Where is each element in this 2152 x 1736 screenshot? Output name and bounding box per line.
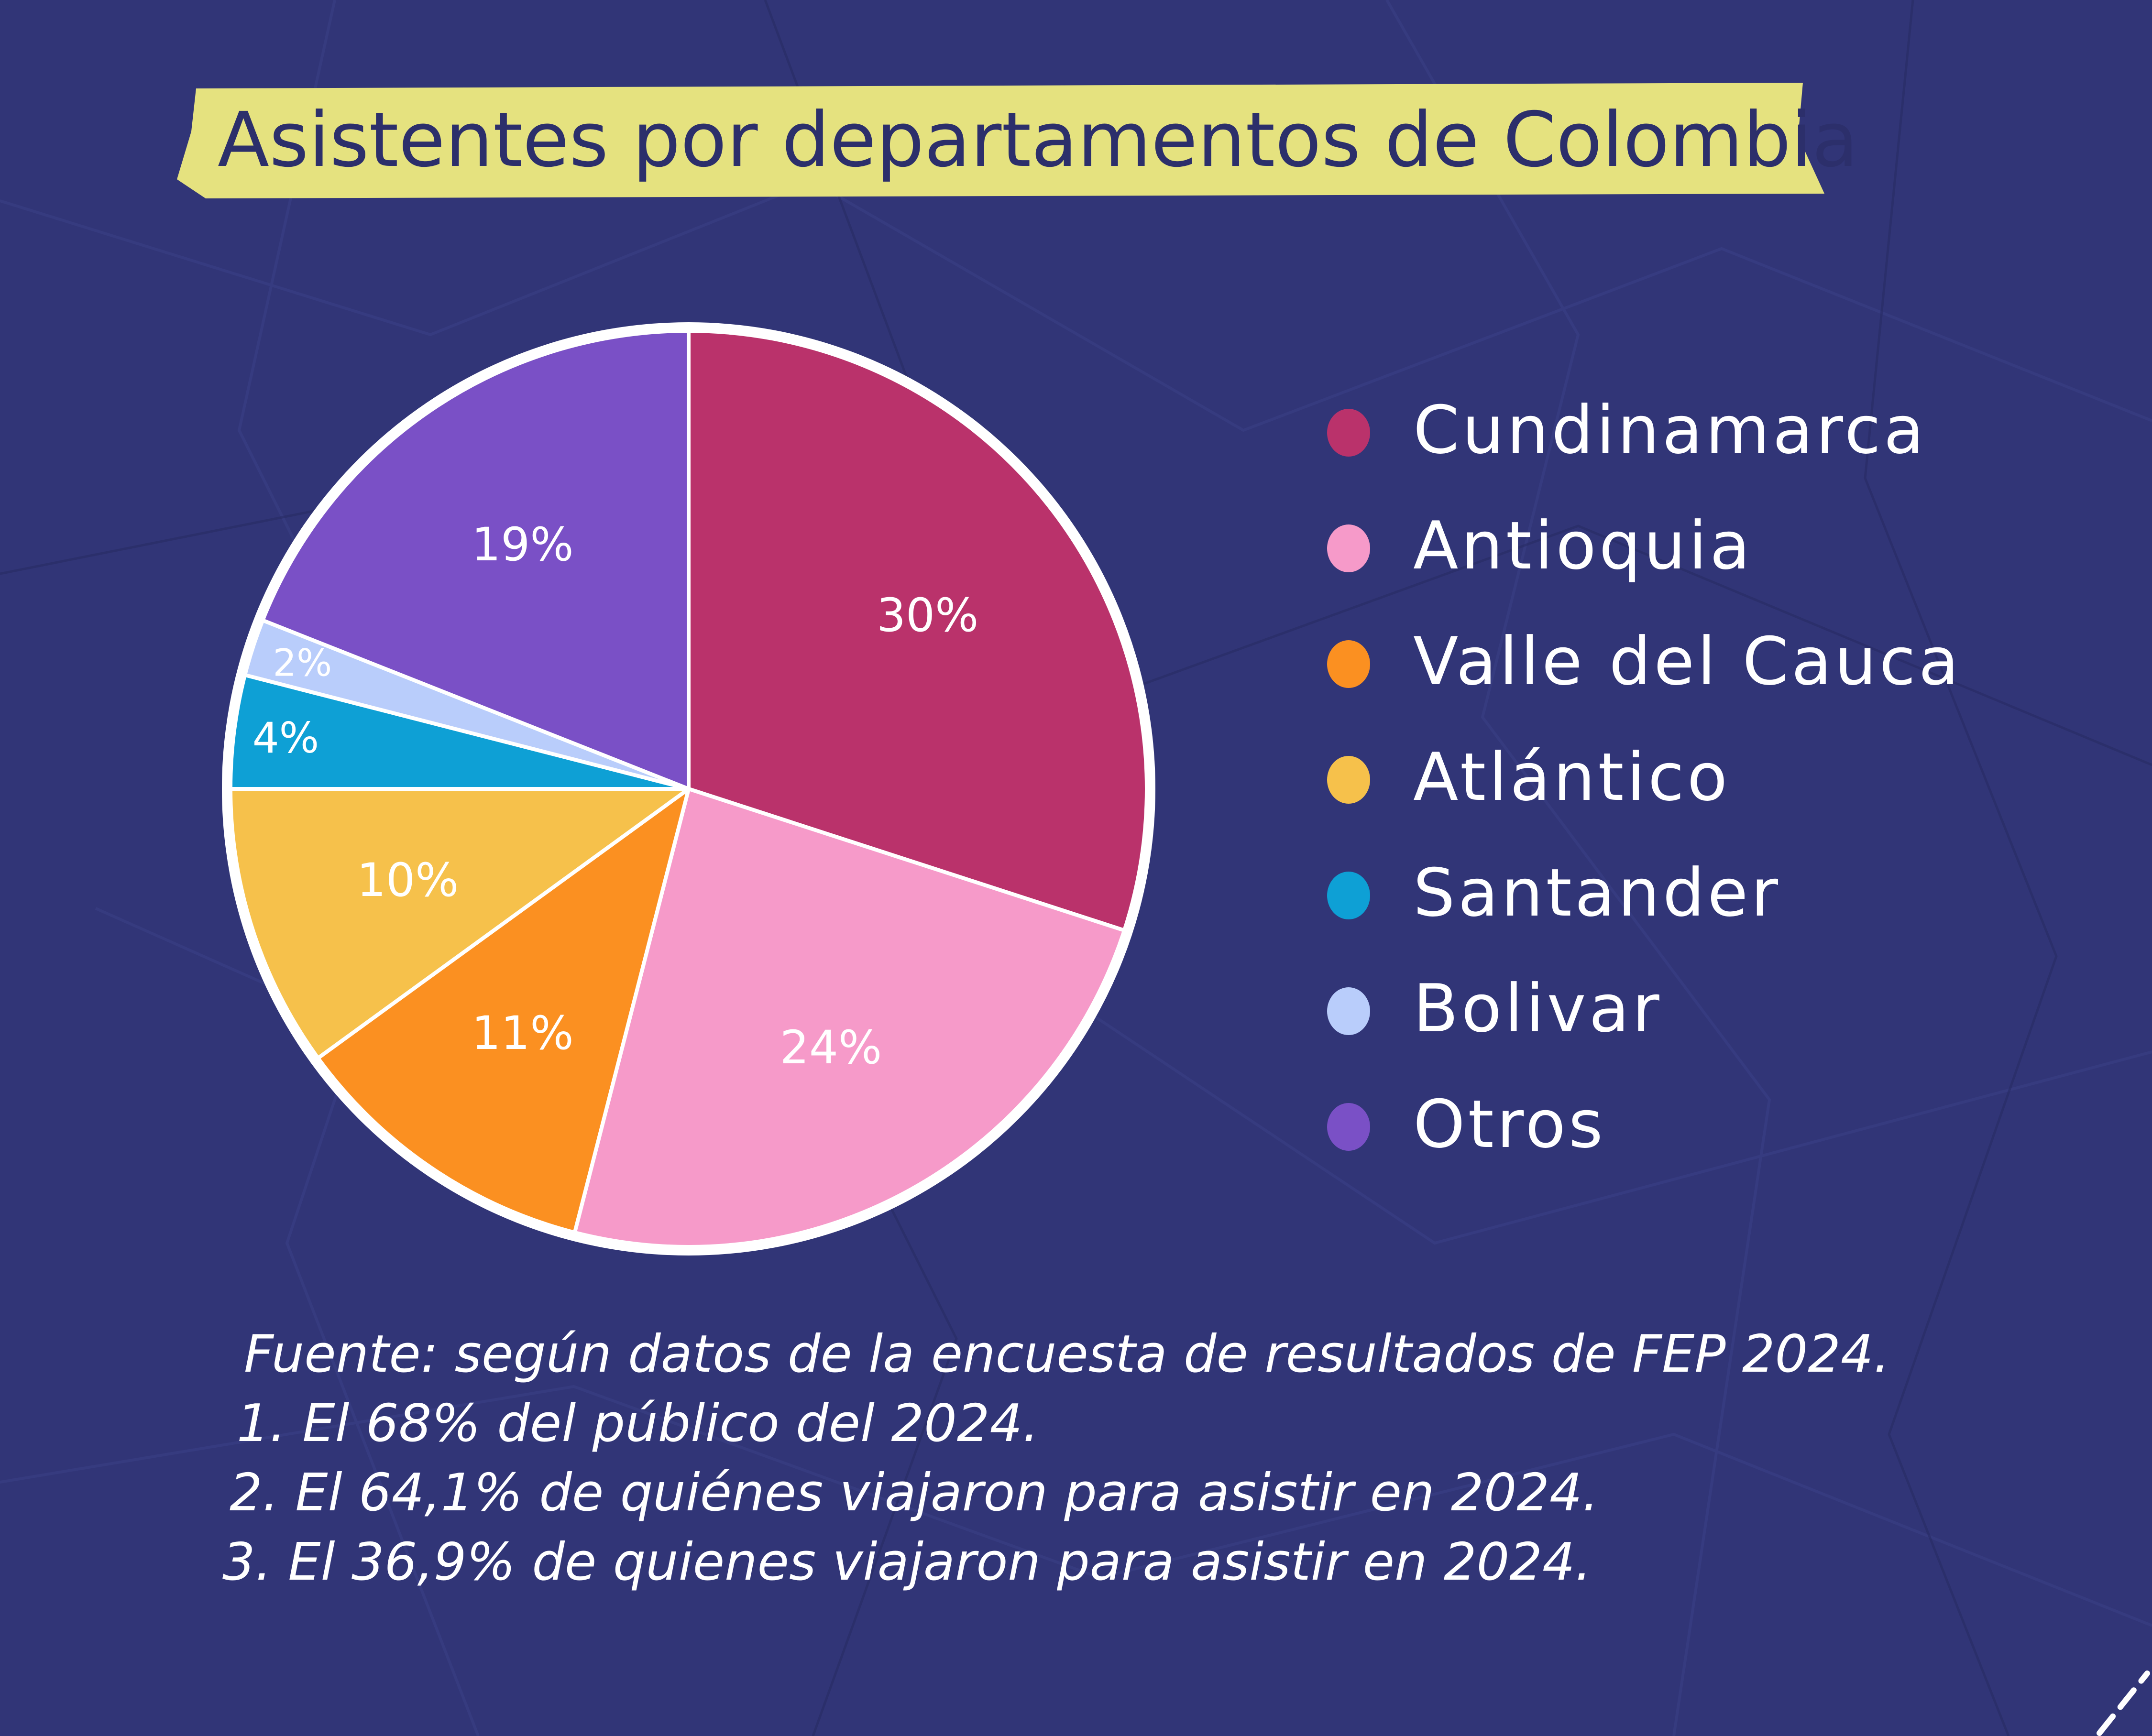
legend-label: Cundinamarca	[1413, 392, 1927, 469]
pie-label-cundinamarca: 30%	[877, 589, 978, 642]
legend-item-otros: Otros	[1327, 1077, 2044, 1172]
legend-label: Santander	[1413, 854, 1781, 931]
legend-swatch	[1327, 409, 1370, 457]
legend-item-valle-del-cauca: Valle del Cauca	[1327, 614, 2044, 710]
legend-item-cundinamarca: Cundinamarca	[1327, 382, 2044, 478]
footnote-2: 2. El 64,1% de quiénes viajaron para asi…	[230, 1463, 1599, 1523]
pie-label-otros: 19%	[472, 518, 573, 571]
legend-item-santander: Santander	[1327, 845, 2044, 941]
pie-label-valle-del-cauca: 11%	[472, 1006, 573, 1060]
legend-item-antioquia: Antioquia	[1327, 498, 2044, 594]
footnote-3: 3. El 36,9% de quienes viajaron para asi…	[222, 1532, 1592, 1592]
pie-label-santander: 4%	[253, 713, 319, 763]
legend-item-bolivar: Bolivar	[1327, 961, 2044, 1057]
title-banner	[177, 83, 1824, 198]
legend-item-atlantico: Atlántico	[1327, 730, 2044, 825]
pie-label-atlantico: 10%	[357, 853, 459, 907]
legend-swatch	[1327, 872, 1370, 919]
pie-outline	[222, 322, 1155, 1256]
corner-dashed-stroke	[2097, 1670, 2150, 1736]
pie-chart: 30% 24% 11% 10% 4% 2% 19%	[222, 322, 1155, 1256]
legend-label: Atlántico	[1413, 739, 1731, 816]
footnotes: Fuente: según datos de la encuesta de re…	[220, 1320, 1942, 1626]
legend-label: Bolivar	[1413, 970, 1662, 1047]
footnote-1: 1. El 68% del público del 2024.	[237, 1394, 1039, 1453]
legend-swatch	[1327, 987, 1370, 1035]
source-note: Fuente: según datos de la encuesta de re…	[244, 1324, 1890, 1384]
legend-swatch	[1327, 1103, 1370, 1151]
legend-swatch	[1327, 756, 1370, 804]
legend-label: Otros	[1413, 1086, 1606, 1163]
legend-swatch	[1327, 524, 1370, 572]
legend: Cundinamarca Antioquia Valle del Cauca Atlá…	[1327, 382, 2044, 1171]
pie-label-bolivar: 2%	[273, 642, 332, 685]
chart-title: Asistentes por departamentos de Colombia	[218, 96, 1858, 184]
legend-label: Valle del Cauca	[1413, 623, 1962, 700]
legend-label: Antioquia	[1413, 507, 1753, 584]
legend-swatch	[1327, 640, 1370, 688]
pie-label-antioquia: 24%	[780, 1021, 882, 1074]
